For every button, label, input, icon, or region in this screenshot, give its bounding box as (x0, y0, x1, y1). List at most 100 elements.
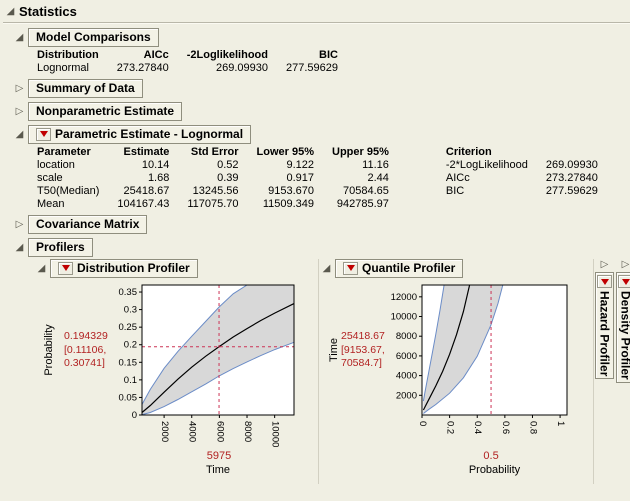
red-triangle-icon (61, 265, 70, 271)
svg-text:4000: 4000 (187, 421, 198, 442)
svg-text:0.2: 0.2 (124, 340, 137, 351)
svg-text:0.35: 0.35 (119, 287, 138, 298)
table-row: Mean 104167.43 117075.70 11509.349 942785.97 (28, 198, 607, 211)
density-profiler-red-triangle-button[interactable] (618, 275, 630, 288)
table-cell: T50(Median) (37, 185, 100, 197)
table-header-row: Distribution AICc -2Loglikelihood BIC (28, 49, 347, 62)
column-header: Distribution (37, 49, 99, 61)
svg-text:[0.11106,: [0.11106, (64, 344, 106, 356)
svg-text:0.25: 0.25 (119, 322, 138, 333)
column-header: -2Loglikelihood (186, 49, 268, 61)
disclosure-summary-icon[interactable]: ▷ (15, 83, 24, 94)
svg-text:0.194329: 0.194329 (64, 330, 108, 342)
distribution-profiler-header: ◢ Distribution Profiler (36, 259, 314, 278)
table-cell: -2*LogLikelihood (445, 159, 528, 171)
section-profilers: ◢ Profilers (14, 238, 630, 257)
table-cell: 269.09930 (545, 159, 598, 171)
svg-text:2000: 2000 (159, 421, 170, 442)
quantile-profiler-header: ◢ Quantile Profiler (321, 259, 589, 278)
disclosure-model-comparisons-icon[interactable]: ◢ (15, 32, 24, 43)
svg-text:2000: 2000 (396, 390, 417, 401)
table-cell: 0.52 (217, 159, 239, 171)
table-cell: Mean (37, 198, 65, 210)
parametric-titlebar[interactable]: Parametric Estimate - Lognormal (28, 125, 252, 144)
table-cell: 2.44 (367, 172, 389, 184)
disclosure-hazard-profiler-icon[interactable]: ▷ (600, 259, 609, 270)
distribution-profiler-chart[interactable]: 0 0.05 0.1 0.15 0.2 0.25 0.3 0.35 2000 4000 6000 80… (42, 279, 314, 482)
hazard-profiler-panel: ▷ Hazard Profiler (595, 259, 614, 380)
column-header: Std Error (190, 146, 239, 158)
density-profiler-title: Density Profiler (618, 291, 630, 380)
disclosure-nonparametric-icon[interactable]: ▷ (15, 106, 24, 117)
density-profiler-titlebar[interactable]: Density Profiler (616, 272, 630, 383)
svg-text:0.05: 0.05 (119, 392, 138, 403)
table-cell: 9153.670 (268, 185, 315, 197)
disclosure-profilers-icon[interactable]: ◢ (15, 242, 24, 253)
distribution-profiler-red-triangle-button[interactable] (58, 261, 73, 275)
collapsed-profilers: ▷ Hazard Profiler ▷ Density Profiler (594, 259, 630, 383)
disclosure-covariance-icon[interactable]: ▷ (15, 219, 24, 230)
disclosure-quantile-profiler-icon[interactable]: ◢ (322, 263, 331, 274)
quantile-profiler-title: Quantile Profiler (362, 261, 456, 275)
table-cell: 277.59629 (545, 185, 598, 197)
distribution-profiler-plot[interactable]: 0 0.05 0.1 0.15 0.2 0.25 0.3 0.35 2000 4000 6000 80… (42, 279, 314, 479)
column-header: Estimate (123, 146, 170, 158)
quantile-profiler-chart[interactable]: 2000 4000 6000 8000 10000 12000 0 0.2 0.4 0.6 0.8 1… (327, 279, 589, 482)
quantile-profiler-titlebar[interactable]: Quantile Profiler (335, 259, 464, 278)
hazard-profiler-titlebar[interactable]: Hazard Profiler (595, 272, 614, 380)
table-cell: 273.27840 (116, 62, 169, 74)
table-cell: 0.917 (286, 172, 315, 184)
disclosure-parametric-icon[interactable]: ◢ (15, 129, 24, 140)
table-cell: 117075.70 (187, 198, 239, 210)
svg-text:0.15: 0.15 (119, 357, 138, 368)
column-header: Lower 95% (256, 146, 315, 158)
table-cell: 25418.67 (123, 185, 170, 197)
parametric-title: Parametric Estimate - Lognormal (55, 127, 244, 141)
quantile-profiler-plot[interactable]: 2000 4000 6000 8000 10000 12000 0 0.2 0.4 0.6 0.8 1… (327, 279, 589, 479)
distribution-profiler-titlebar[interactable]: Distribution Profiler (50, 259, 198, 278)
table-cell: 104167.43 (117, 198, 170, 210)
quantile-profiler-red-triangle-button[interactable] (343, 261, 358, 275)
svg-text:0.6: 0.6 (500, 421, 511, 434)
red-triangle-icon (39, 131, 48, 137)
model-comparisons-titlebar[interactable]: Model Comparisons (28, 28, 159, 47)
table-cell: 1.68 (147, 172, 170, 184)
covariance-titlebar[interactable]: Covariance Matrix (28, 215, 148, 234)
profilers-content: ◢ Distribution Profiler 0 0.05 0.1 0.15 0.2 0… (34, 259, 630, 484)
nonparametric-title: Nonparametric Estimate (36, 104, 175, 118)
svg-text:[9153.67,: [9153.67, (341, 344, 385, 356)
table-cell: 269.09930 (216, 62, 268, 74)
table-cell: 11509.349 (262, 198, 315, 210)
section-model-comparisons: ◢ Model Comparisons (14, 28, 630, 47)
disclosure-statistics-icon[interactable]: ◢ (6, 6, 15, 17)
summary-of-data-titlebar[interactable]: Summary of Data (28, 79, 143, 98)
svg-text:5975: 5975 (207, 450, 231, 462)
distribution-profiler-panel: ◢ Distribution Profiler 0 0.05 0.1 0.15 0.2 0… (34, 259, 319, 484)
hazard-profiler-red-triangle-button[interactable] (597, 275, 612, 288)
svg-text:Time: Time (328, 338, 340, 362)
table-row: T50(Median) 25418.67 13245.56 9153.670 70584… (28, 185, 607, 198)
disclosure-distribution-profiler-icon[interactable]: ◢ (37, 263, 46, 274)
nonparametric-titlebar[interactable]: Nonparametric Estimate (28, 102, 183, 121)
table-cell (537, 198, 607, 211)
table-cell: scale (37, 172, 63, 184)
table-cell: Lognormal (37, 62, 89, 74)
covariance-title: Covariance Matrix (36, 217, 140, 231)
section-summary-of-data: ▷ Summary of Data (14, 79, 630, 98)
divider (3, 22, 630, 24)
table-header-row: Parameter Estimate Std Error Lower 95% Upper… (28, 146, 607, 159)
table-cell: 9.122 (286, 159, 315, 171)
column-header: AICc (143, 49, 169, 61)
disclosure-density-profiler-icon[interactable]: ▷ (621, 259, 630, 270)
svg-text:Probability: Probability (469, 464, 521, 476)
parametric-red-triangle-button[interactable] (36, 127, 51, 141)
section-covariance: ▷ Covariance Matrix (14, 215, 630, 234)
table-cell: location (37, 159, 75, 171)
table-row: Lognormal 273.27840 269.09930 277.59629 (28, 62, 347, 75)
svg-text:0.1: 0.1 (124, 375, 137, 386)
section-parametric: ◢ Parametric Estimate - Lognormal (14, 125, 630, 144)
column-header: Criterion (445, 146, 492, 158)
profilers-titlebar[interactable]: Profilers (28, 238, 93, 257)
table-cell: 70584.65 (342, 185, 389, 197)
summary-of-data-title: Summary of Data (36, 81, 135, 95)
